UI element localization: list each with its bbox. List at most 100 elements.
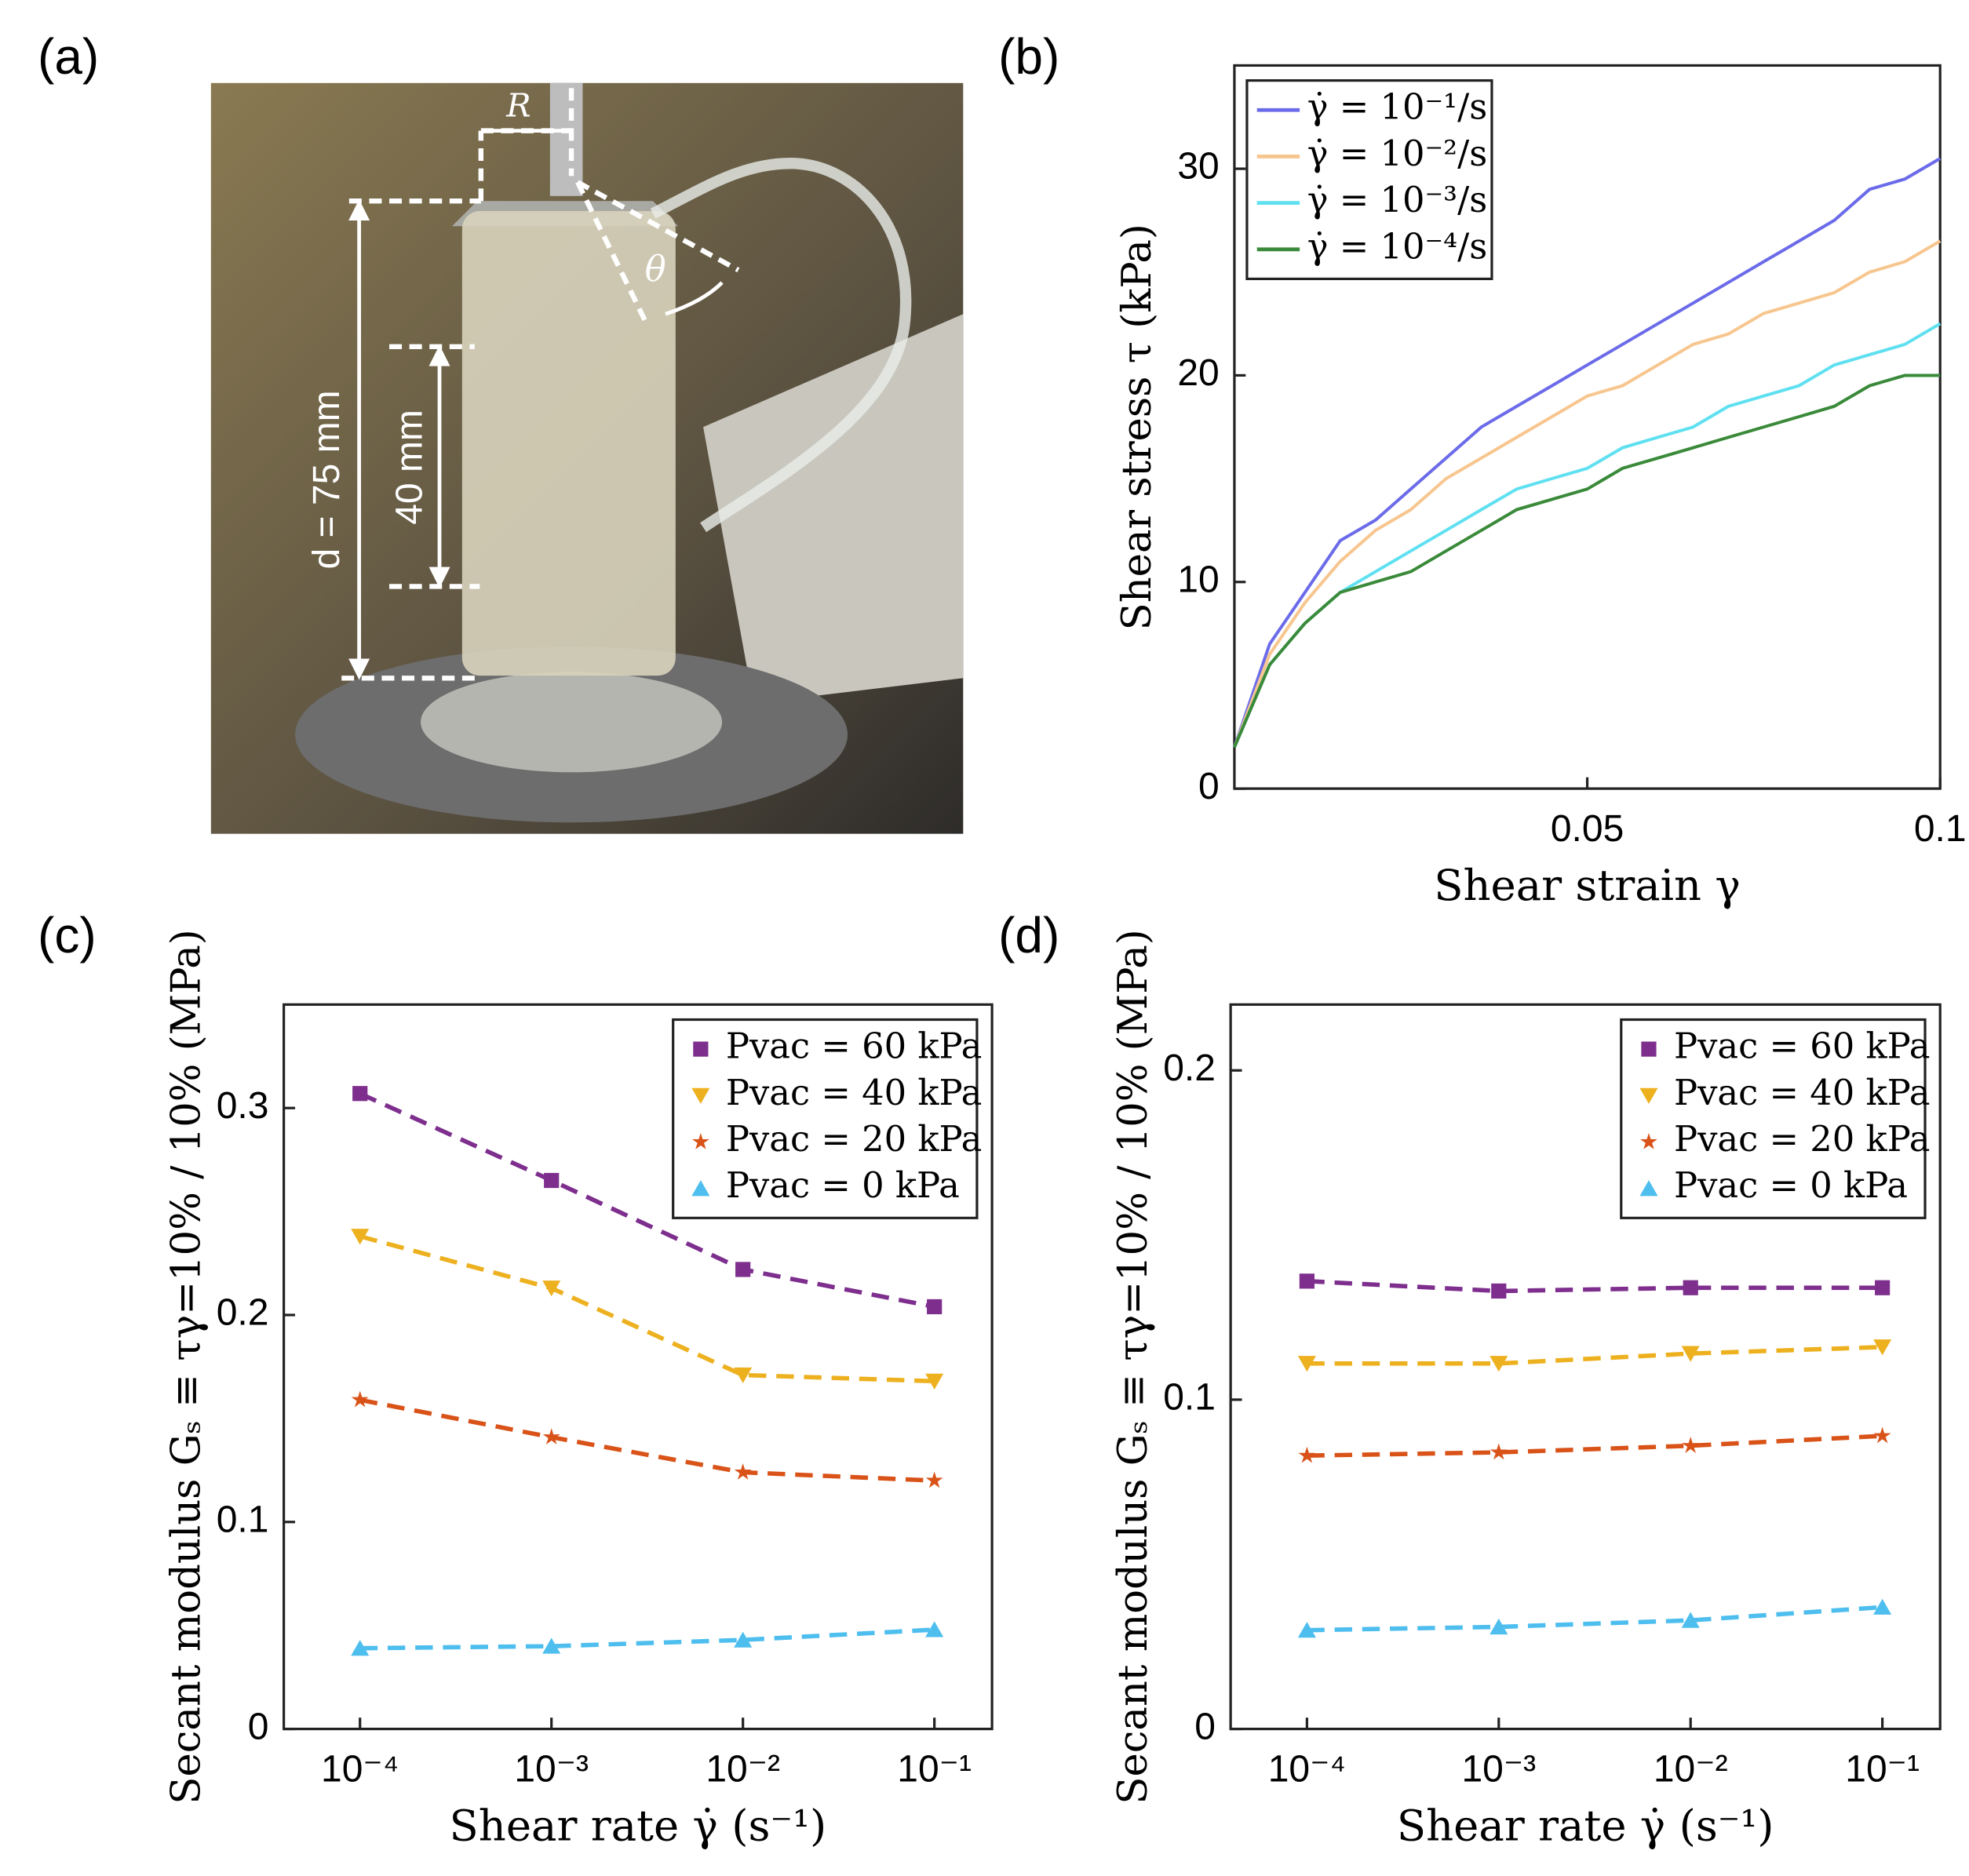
photo-label: R <box>505 86 531 124</box>
photo-label: 40 mm <box>389 410 431 525</box>
marker <box>1873 1426 1891 1444</box>
legend-label: Pvac = 0 kPa <box>726 1164 960 1206</box>
legend-label: Pvac = 60 kPa <box>1674 1025 1930 1067</box>
legend-marker <box>691 1087 710 1104</box>
marker <box>1875 1280 1891 1295</box>
marker <box>925 1373 944 1390</box>
legend-label: γ̇ = 10⁻⁴/s <box>1307 225 1487 267</box>
marker <box>352 1086 368 1102</box>
legend-box <box>1620 1018 1927 1219</box>
series-line <box>1307 1433 1883 1459</box>
y-tick-label: 30 <box>1177 146 1219 188</box>
marker <box>1873 1339 1892 1356</box>
series-line <box>1233 239 1942 749</box>
panel-label: (c) <box>38 907 97 963</box>
panel-label: (d) <box>998 907 1059 963</box>
x-tick-label: 10⁻⁴ <box>1268 1749 1346 1790</box>
legend-label: Pvac = 40 kPa <box>726 1072 982 1113</box>
marker <box>734 1367 753 1384</box>
chart: 0 0.1 0.2 0.3 10⁻⁴ 10⁻³ 10⁻² 10⁻¹ Shear rate γ̇ … <box>163 929 994 1851</box>
y-tick-label: 0.2 <box>1163 1047 1216 1089</box>
legend-marker <box>691 1180 710 1197</box>
x-tick-label: 0.1 <box>1914 808 1967 850</box>
marker <box>1873 1598 1892 1615</box>
marker <box>1298 1446 1316 1463</box>
panel-label: (b) <box>998 28 1059 85</box>
y-tick-label: 0 <box>1194 1706 1216 1747</box>
marker <box>1297 1622 1316 1638</box>
marker <box>1490 1356 1508 1372</box>
y-tick-label: 0 <box>1198 766 1220 807</box>
marker <box>734 1463 752 1480</box>
x-tick-label: 10⁻¹ <box>1845 1749 1920 1790</box>
x-tick-label: 0.05 <box>1551 808 1624 850</box>
photo: R θ d = 75 mm 40 mm <box>210 82 964 834</box>
legend-marker <box>1641 1041 1657 1057</box>
x-tick-label: 10⁻³ <box>514 1749 589 1790</box>
marker <box>542 1637 561 1654</box>
legend-marker <box>691 1132 709 1149</box>
legend-marker <box>1640 1132 1657 1149</box>
legend-box <box>1245 79 1493 281</box>
photo-label: θ <box>645 247 666 289</box>
legend-label: Pvac = 20 kPa <box>1674 1118 1930 1160</box>
x-axis-label: Shear rate γ̇ (s⁻¹) <box>450 1801 827 1851</box>
x-tick-label: 10⁻⁴ <box>321 1749 399 1790</box>
panel-label: (a) <box>38 28 99 85</box>
marker <box>1490 1443 1508 1460</box>
legend-marker <box>1639 1087 1658 1104</box>
x-tick-label: 10⁻² <box>706 1749 780 1790</box>
legend-label: γ̇ = 10⁻³/s <box>1307 179 1487 220</box>
series-line <box>359 1627 935 1651</box>
legend-marker <box>1639 1180 1658 1197</box>
y-axis-label: Secant modulus Gₛ ≡ τγ=10% / 10% (MPa) <box>1110 929 1157 1804</box>
legend-label: γ̇ = 10⁻²/s <box>1307 133 1487 174</box>
x-axis-label: Shear rate γ̇ (s⁻¹) <box>1397 1801 1774 1851</box>
legend-box <box>672 1018 979 1219</box>
marker <box>925 1621 944 1637</box>
photo-label: d = 75 mm <box>306 390 348 569</box>
y-axis-label: Shear stress τ (kPa) <box>1114 224 1161 630</box>
marker <box>542 1428 560 1444</box>
marker <box>1682 1437 1700 1454</box>
y-tick-label: 0.1 <box>217 1499 269 1540</box>
y-tick-label: 0 <box>248 1706 269 1747</box>
marker <box>1490 1618 1508 1635</box>
marker <box>734 1631 753 1648</box>
marker <box>1299 1273 1314 1289</box>
marker <box>1297 1356 1316 1372</box>
chart: 0 0.1 0.2 10⁻⁴ 10⁻³ 10⁻² 10⁻¹ Shear rate γ̇ (s⁻… <box>1110 929 1942 1851</box>
legend-label: Pvac = 60 kPa <box>726 1025 982 1067</box>
series-line <box>1307 1605 1883 1633</box>
marker <box>351 1229 370 1245</box>
series-line <box>359 1397 935 1483</box>
marker <box>735 1262 751 1277</box>
series-line <box>1307 1345 1883 1366</box>
x-tick-label: 10⁻¹ <box>897 1749 972 1790</box>
y-axis-label: Secant modulus Gₛ ≡ τγ=10% / 10% (MPa) <box>163 929 210 1804</box>
series-line <box>359 1233 935 1384</box>
series-line <box>1307 1279 1883 1294</box>
marker <box>1683 1280 1698 1295</box>
marker <box>351 1640 370 1656</box>
y-tick-label: 0.2 <box>217 1292 269 1334</box>
y-tick-label: 0.3 <box>217 1085 269 1127</box>
legend-label: Pvac = 20 kPa <box>726 1118 982 1160</box>
series-line <box>1233 373 1941 749</box>
chart: 0 10 20 30 0.05 0.1 Shear strain γ Shear stress… <box>1114 64 1967 910</box>
legend-label: Pvac = 40 kPa <box>1674 1072 1930 1113</box>
marker <box>925 1471 943 1488</box>
x-tick-label: 10⁻³ <box>1461 1749 1536 1790</box>
marker <box>1681 1612 1700 1628</box>
legend-label: Pvac = 0 kPa <box>1674 1164 1908 1206</box>
x-tick-label: 10⁻² <box>1654 1749 1728 1790</box>
y-tick-label: 10 <box>1177 559 1219 600</box>
marker <box>927 1299 943 1315</box>
legend-marker <box>693 1041 709 1057</box>
marker <box>351 1390 369 1408</box>
legend-label: γ̇ = 10⁻¹/s <box>1307 86 1487 128</box>
marker <box>1681 1346 1700 1362</box>
x-axis-label: Shear strain γ <box>1434 861 1741 910</box>
